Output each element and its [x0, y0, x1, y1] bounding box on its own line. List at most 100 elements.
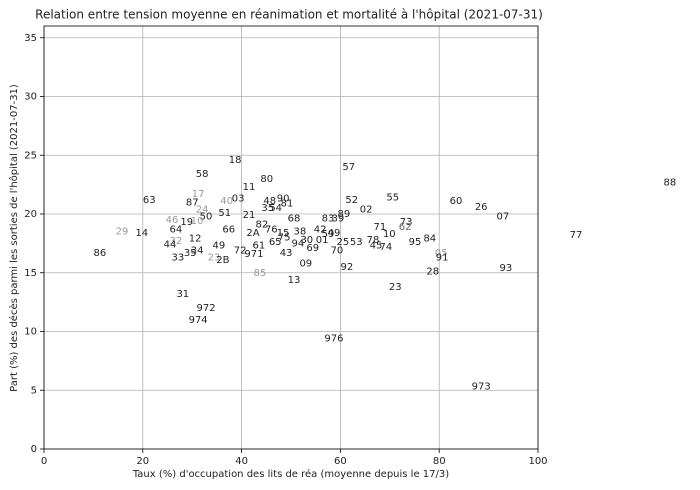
point-label: 2A	[246, 228, 259, 239]
point-label: 65	[269, 237, 282, 248]
y-axis-label: Part (%) des décès parmi les sorties de …	[8, 84, 20, 392]
point-label: 80	[260, 174, 273, 185]
x-tick-label: 20	[136, 456, 149, 467]
point-label: 18	[229, 155, 242, 166]
point-label: 46	[166, 215, 179, 226]
point-label: 50	[200, 211, 213, 222]
point-label: 31	[176, 289, 189, 300]
point-label: 64	[170, 224, 183, 235]
point-label: 02	[360, 204, 373, 215]
point-label: 94	[292, 238, 305, 249]
point-label: 976	[324, 334, 343, 345]
point-label: 60	[450, 196, 463, 207]
point-label: 49	[328, 228, 341, 239]
point-label: 974	[189, 315, 208, 326]
point-label: 05	[435, 248, 448, 259]
point-label: 76	[265, 224, 278, 235]
y-tick-label: 15	[24, 268, 37, 279]
point-label: 45	[370, 241, 383, 252]
point-label: 72	[234, 245, 247, 256]
x-tick-label: 100	[528, 456, 547, 467]
point-label: 23	[389, 282, 402, 293]
point-label: 63	[143, 195, 156, 206]
point-label: 35	[184, 248, 197, 259]
point-label: 87	[186, 197, 199, 208]
point-label: 81	[281, 198, 294, 209]
point-label: 58	[196, 169, 209, 180]
plot-frame	[43, 25, 539, 450]
y-tick-label: 25	[24, 150, 37, 161]
point-label: 07	[497, 211, 510, 222]
point-label: 973	[472, 382, 491, 393]
point-label: 90	[277, 194, 290, 205]
point-label: 49	[213, 241, 226, 252]
point-label: 24	[196, 204, 209, 215]
point-label: 32	[170, 236, 183, 247]
point-label: 77	[570, 230, 583, 241]
y-tick-label: 35	[24, 33, 37, 44]
x-tick-label: 40	[235, 456, 248, 467]
point-label: 71	[374, 222, 387, 233]
point-label: 91	[436, 252, 449, 263]
y-tick-label: 0	[31, 444, 37, 455]
point-label: 89	[337, 209, 350, 220]
point-label: 33	[172, 252, 185, 263]
point-label: 61	[253, 241, 266, 252]
point-label: 09	[299, 258, 312, 269]
point-label: 73	[400, 217, 413, 228]
point-label: 39	[332, 214, 345, 225]
point-label: 03	[232, 194, 245, 205]
point-label: 972	[196, 303, 215, 314]
point-label: 74	[379, 242, 392, 253]
point-label: 53	[350, 237, 363, 248]
x-axis-label: Taux (%) d'occupation des lits de réa (m…	[132, 468, 449, 480]
point-label: 21	[243, 210, 256, 221]
point-label: 40	[220, 196, 233, 207]
point-label: 70	[331, 245, 344, 256]
point-label: 25	[337, 237, 350, 248]
point-label: 93	[500, 263, 513, 274]
point-label: 42	[314, 224, 327, 235]
point-label: 34	[191, 245, 204, 256]
point-label: 51	[218, 208, 231, 219]
point-label: 75	[278, 233, 291, 244]
point-label: 85	[254, 268, 267, 279]
chart-title: Relation entre tension moyenne en réanim…	[35, 8, 543, 22]
point-label: 14	[135, 228, 148, 239]
point-label: 88	[664, 177, 677, 188]
point-label: 12	[189, 234, 202, 245]
point-label: 29	[116, 227, 129, 238]
point-label: 92	[340, 262, 353, 273]
point-label: 15	[277, 228, 290, 239]
y-tick-label: 30	[24, 92, 37, 103]
point-label: 59	[322, 229, 335, 240]
point-label: 13	[288, 275, 301, 286]
point-label: 971	[244, 249, 263, 260]
point-label: 26	[475, 202, 488, 213]
point-label: 23	[208, 252, 221, 263]
y-tick-label: 10	[24, 327, 37, 338]
point-label: 69	[306, 243, 319, 254]
point-label: 78	[367, 235, 380, 246]
point-label: 11	[243, 182, 256, 193]
point-label: 38	[294, 227, 307, 238]
point-label: 43	[280, 248, 293, 259]
point-label: 44	[164, 240, 177, 251]
point-label: 54	[269, 203, 282, 214]
point-label: 62	[399, 222, 412, 233]
point-label: 83	[322, 214, 335, 225]
point-label: 95	[409, 237, 422, 248]
point-label: 2B	[216, 255, 229, 266]
point-label: 35	[261, 203, 274, 214]
x-tick-label: 80	[433, 456, 446, 467]
point-label: 86	[93, 248, 106, 259]
point-label: 68	[288, 214, 301, 225]
point-label: 57	[342, 162, 355, 173]
point-label: 17	[192, 189, 205, 200]
point-label: 19	[180, 217, 193, 228]
point-label: 28	[426, 267, 439, 278]
x-tick-label: 60	[334, 456, 347, 467]
point-label: 82	[255, 220, 268, 231]
point-label: 30	[300, 235, 313, 246]
